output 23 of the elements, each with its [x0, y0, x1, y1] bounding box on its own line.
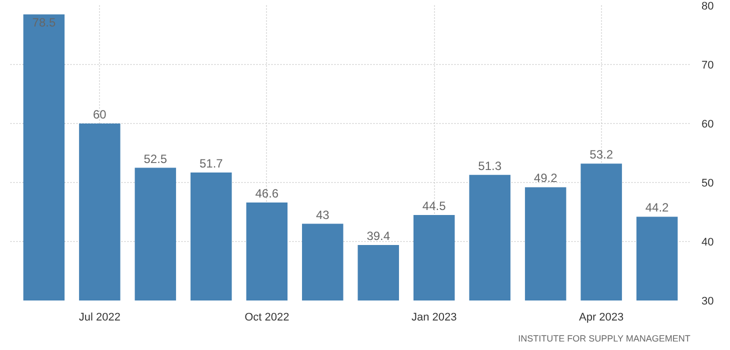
data-label: 43 — [316, 208, 330, 222]
data-label: 44.5 — [422, 198, 446, 213]
data-label: 53.2 — [590, 148, 614, 162]
data-label: 46.6 — [255, 186, 279, 201]
x-tick-label: Apr 2023 — [578, 312, 624, 324]
data-label: 60 — [93, 108, 107, 122]
data-label: 51.7 — [199, 156, 224, 170]
y-tick-label: 80 — [702, 0, 714, 12]
text: INSTITUTE FOR SUPPLY MANAGEMENT — [518, 334, 691, 344]
data-label: 44.2 — [645, 200, 670, 215]
x-tick-label: Oct 2022 — [244, 312, 290, 324]
y-tick-label: 40 — [702, 236, 714, 248]
x-tick-label: Jan 2023 — [411, 312, 457, 324]
data-label: 51.3 — [478, 158, 502, 173]
data-label: 49.2 — [534, 171, 558, 186]
data-label: 78.5 — [32, 15, 56, 30]
y-tick-label: 70 — [702, 60, 714, 72]
y-tick-label: 60 — [702, 118, 714, 130]
y-tick-label: 50 — [702, 178, 714, 190]
data-label: 52.5 — [144, 152, 168, 166]
y-tick-label: 30 — [702, 296, 714, 308]
x-tick-label: Jul 2022 — [78, 312, 120, 324]
data-label: 39.4 — [366, 229, 390, 244]
